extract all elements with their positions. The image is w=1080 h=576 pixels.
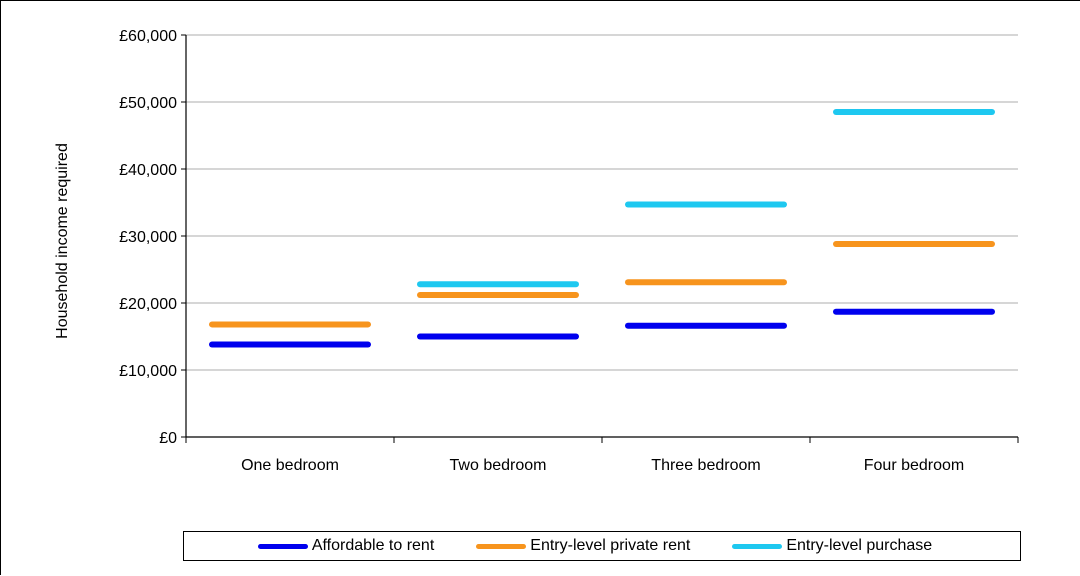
y-axis-title: Household income required <box>54 143 71 339</box>
y-tick-label: £50,000 <box>119 95 177 112</box>
x-tick-label: Four bedroom <box>864 457 965 474</box>
legend-item-2: Entry-level private rent <box>476 537 690 555</box>
legend-label: Entry-level purchase <box>786 537 933 554</box>
legend-label: Affordable to rent <box>311 537 435 554</box>
x-tick-label: Two bedroom <box>450 457 547 474</box>
y-tick-labels: £0 £10,000 £20,000 £30,000 £40,000 £50,000 £60… <box>119 28 177 447</box>
axes <box>181 34 1019 443</box>
y-tick-label: £10,000 <box>119 363 177 380</box>
legend-item-1: Affordable to rent <box>257 537 435 555</box>
legend-item-3: Entry-level purchase <box>732 537 932 555</box>
y-tick-label: £30,000 <box>119 229 177 246</box>
y-tick-label: £0 <box>159 430 177 447</box>
x-tick-label: One bedroom <box>241 457 339 474</box>
y-tick-label: £40,000 <box>119 162 177 179</box>
grid-lines <box>186 34 1018 371</box>
x-tick-labels: One bedroom Two bedroom Three bedroom Four … <box>241 457 964 474</box>
legend-label: Entry-level private rent <box>530 537 691 554</box>
legend-swatch <box>476 543 527 549</box>
x-tick-label: Three bedroom <box>651 457 760 474</box>
legend: Affordable to rent Entry-level private re… <box>183 531 1021 561</box>
data-series <box>209 109 995 348</box>
y-tick-label: £20,000 <box>119 296 177 313</box>
y-tick-label: £60,000 <box>119 28 177 45</box>
legend-swatch <box>257 543 308 549</box>
legend-swatch <box>732 543 783 549</box>
